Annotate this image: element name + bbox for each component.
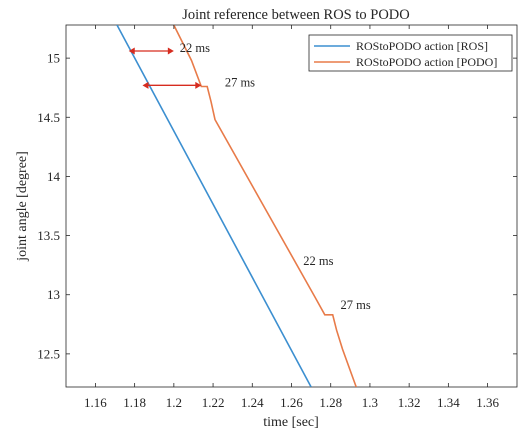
- x-tick-label: 1.36: [476, 395, 499, 410]
- legend-label-podo: ROStoPODO action [PODO]: [356, 55, 497, 69]
- x-axis: 1.16 1.18 1.2 1.22 1.24 1.26 1.28 1.3 1.32 1.34 1.…: [84, 25, 499, 410]
- y-tick-label: 13: [47, 287, 60, 302]
- x-tick-label: 1.3: [362, 395, 378, 410]
- plot-frame: [65, 24, 518, 388]
- y-axis: 12.5 13 13.5 14 14.5 15: [37, 51, 517, 361]
- x-tick-label: 1.16: [84, 395, 107, 410]
- y-tick-label: 14: [47, 169, 61, 184]
- x-tick-label: 1.2: [166, 395, 182, 410]
- legend-box: [308, 34, 513, 72]
- annotation-arrowhead-right: [195, 81, 202, 89]
- x-tick-label: 1.32: [398, 395, 421, 410]
- legend-label-ros: ROStoPODO action [ROS]: [356, 39, 488, 53]
- annotations: 22 ms 27 ms 22 ms 27 ms: [180, 41, 371, 312]
- x-tick-label: 1.26: [280, 395, 303, 410]
- annotation-label: 22 ms: [303, 254, 333, 268]
- x-tick-label: 1.22: [202, 395, 225, 410]
- x-axis-label: time [sec]: [263, 415, 319, 430]
- x-tick-label: 1.34: [437, 395, 460, 410]
- annotation-arrowhead-left: [142, 81, 149, 89]
- x-tick-label: 1.28: [319, 395, 342, 410]
- x-tick-label: 1.24: [241, 395, 264, 410]
- annotation-arrows: [128, 47, 202, 89]
- annotation-label: 27 ms: [341, 298, 371, 312]
- x-tick-label: 1.18: [123, 395, 146, 410]
- annotation-label: 27 ms: [225, 76, 255, 90]
- y-tick-label: 12.5: [37, 346, 60, 361]
- y-tick-label: 13.5: [37, 228, 60, 243]
- y-tick-label: 15: [47, 51, 60, 66]
- legend: ROStoPODO action [ROS] ROStoPODO action …: [308, 34, 513, 72]
- annotation-arrowhead-left: [128, 47, 135, 55]
- y-tick-label: 14.5: [37, 110, 60, 125]
- annotation-label: 22 ms: [180, 41, 210, 55]
- y-axis-label: joint angle [degree]: [15, 151, 30, 262]
- annotation-arrowhead-right: [167, 47, 174, 55]
- series-line-1: [173, 25, 357, 387]
- chart-title: Joint reference between ROS to PODO: [182, 7, 410, 23]
